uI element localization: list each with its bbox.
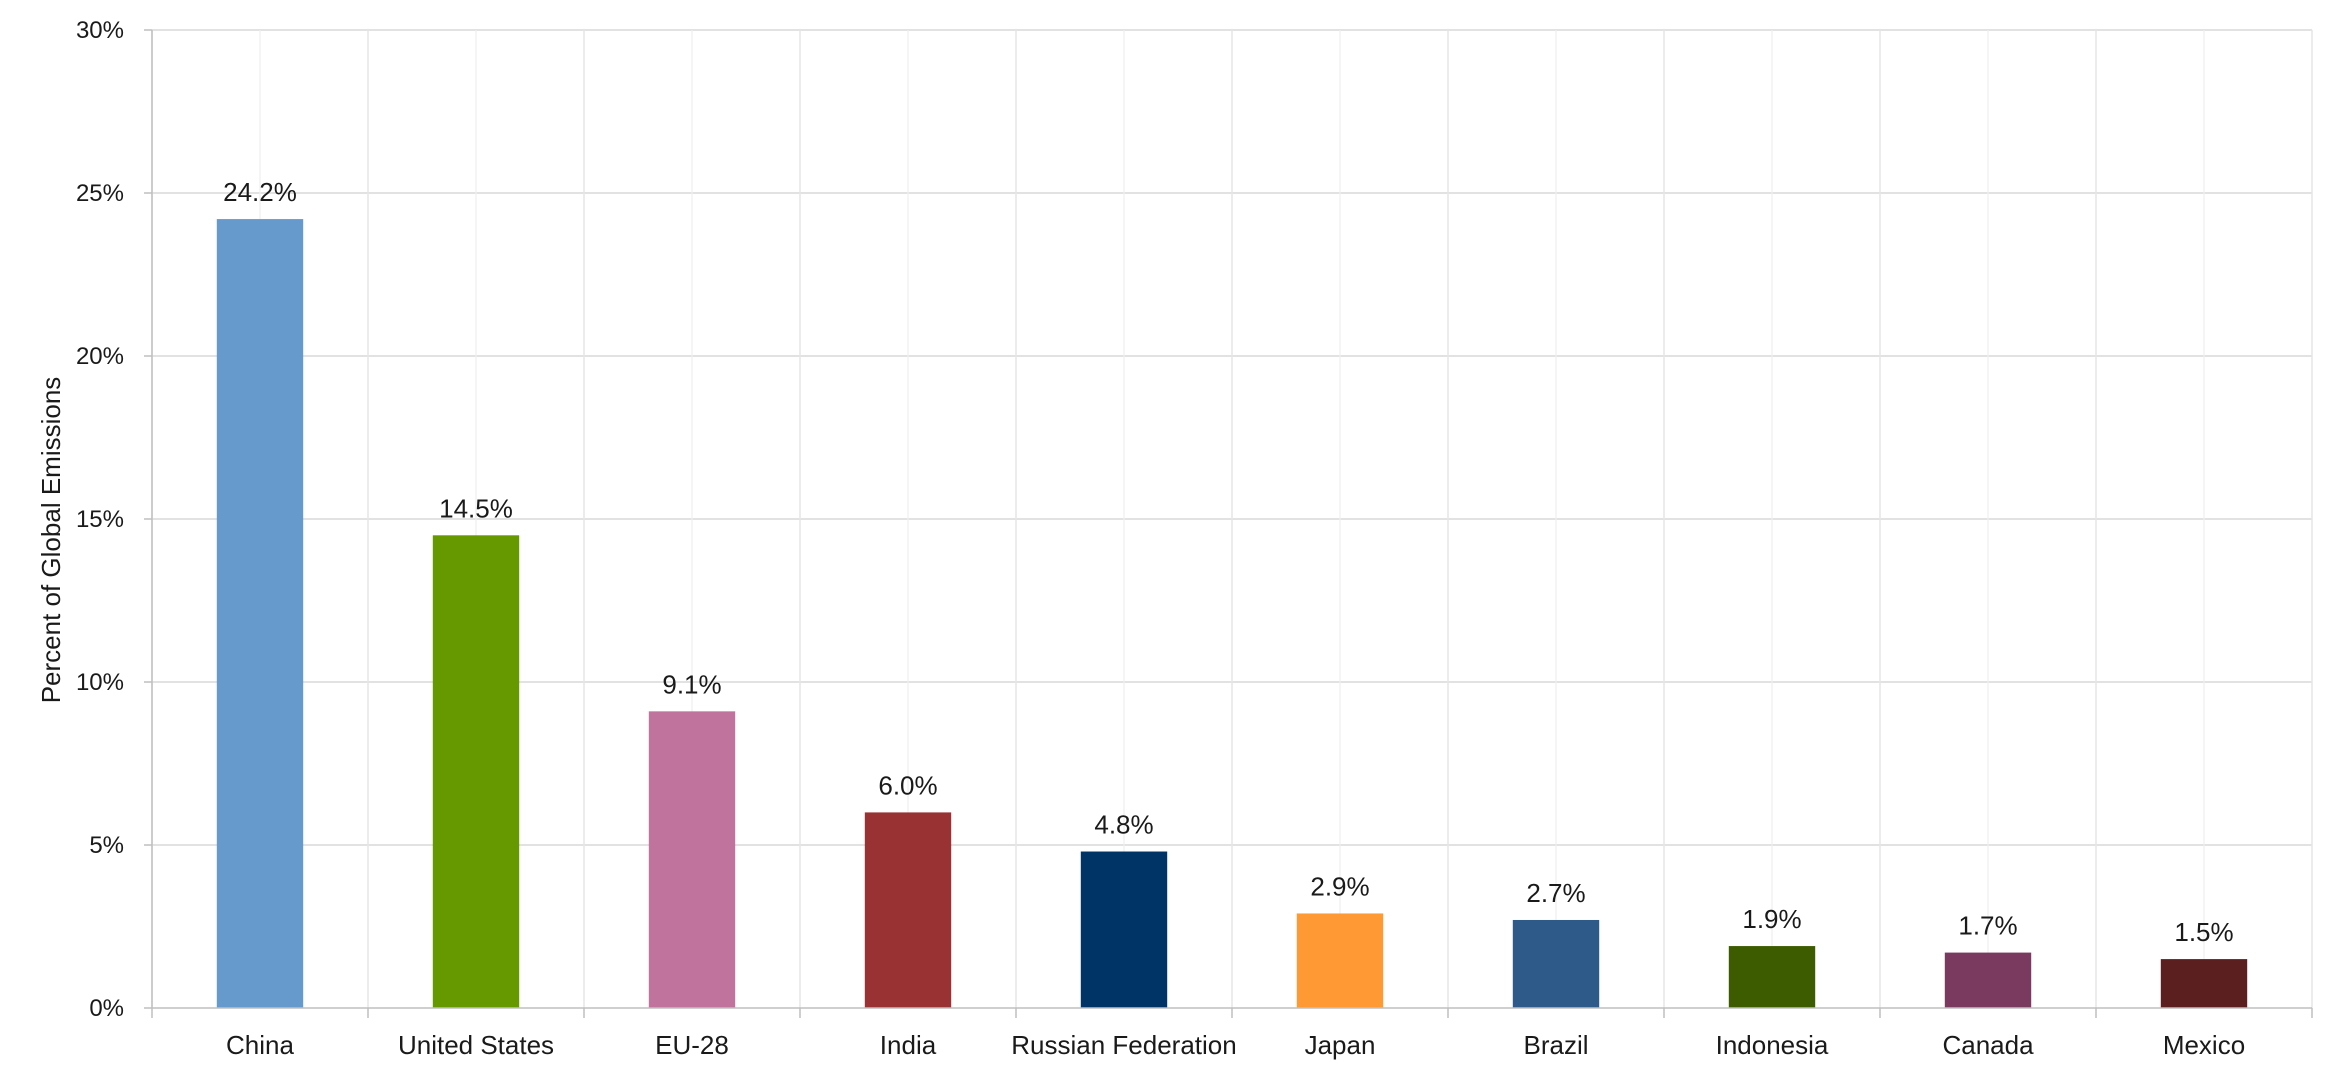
x-category-label: EU-28 [655, 1030, 729, 1060]
bars [216, 219, 2248, 1008]
y-tick-label: 30% [76, 17, 124, 44]
bar [432, 535, 520, 1008]
data-label: 1.9% [1742, 904, 1801, 934]
data-label: 2.9% [1310, 871, 1369, 901]
y-tick-label: 5% [89, 832, 124, 859]
y-tick-label: 10% [76, 669, 124, 696]
y-tick-label: 15% [76, 506, 124, 533]
x-category-label: Indonesia [1716, 1030, 1829, 1060]
data-label: 9.1% [662, 669, 721, 699]
x-category-label: Brazil [1523, 1030, 1588, 1060]
bar [864, 812, 952, 1008]
bar [1728, 946, 1816, 1008]
y-tick-label: 0% [89, 995, 124, 1022]
x-category-label: United States [398, 1030, 554, 1060]
x-category-label: China [226, 1030, 294, 1060]
x-category-label: India [880, 1030, 937, 1060]
data-label: 14.5% [439, 493, 513, 523]
bar [1296, 913, 1384, 1008]
bar [216, 219, 304, 1008]
x-category-label: Canada [1942, 1030, 2034, 1060]
x-category-label: Japan [1305, 1030, 1376, 1060]
bar [2160, 959, 2248, 1008]
data-label: 24.2% [223, 177, 297, 207]
bar [1080, 851, 1168, 1008]
x-category-label: Russian Federation [1011, 1030, 1236, 1060]
data-label: 4.8% [1094, 810, 1153, 840]
labels: 0% 5% 10% 15% 20% 25% 30% 24.2% China 14.5% United… [76, 17, 2245, 1060]
bar [648, 711, 736, 1008]
data-label: 1.7% [1958, 911, 2017, 941]
bar [1944, 952, 2032, 1008]
y-tick-label: 25% [76, 180, 124, 207]
y-tick-label: 20% [76, 343, 124, 370]
bar [1512, 919, 1600, 1008]
x-category-label: Mexico [2163, 1030, 2245, 1060]
data-label: 2.7% [1526, 878, 1585, 908]
data-label: 1.5% [2174, 917, 2233, 947]
y-axis-title: Percent of Global Emissions [36, 377, 66, 704]
data-label: 6.0% [878, 770, 937, 800]
axes [144, 29, 2313, 1018]
